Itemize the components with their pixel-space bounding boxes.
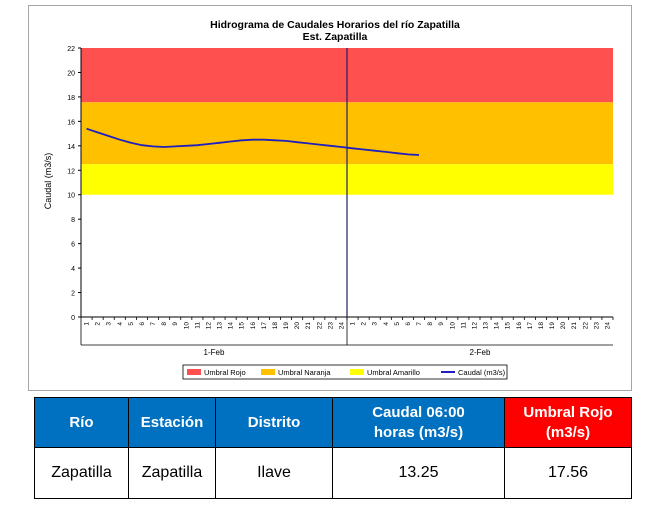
x-tick-label: 9 bbox=[172, 322, 179, 326]
y-tick-label: 14 bbox=[67, 144, 75, 151]
station-info-table: Río Estación Distrito Caudal 06:00 horas… bbox=[34, 397, 632, 499]
cell-umbral-rojo: 17.56 bbox=[504, 447, 632, 499]
x-tick-label: 19 bbox=[549, 322, 556, 330]
x-tick-label: 4 bbox=[117, 322, 124, 326]
x-tick-label: 2 bbox=[95, 322, 102, 326]
day-label: 1-Feb bbox=[204, 348, 225, 357]
y-tick-label: 8 bbox=[71, 217, 75, 224]
legend-label: Umbral Amarillo bbox=[367, 368, 420, 377]
x-tick-label: 17 bbox=[527, 322, 534, 330]
y-tick-label: 10 bbox=[67, 193, 75, 200]
x-tick-label: 8 bbox=[161, 322, 168, 326]
x-tick-label: 7 bbox=[150, 322, 157, 326]
x-tick-label: 11 bbox=[460, 322, 467, 329]
x-tick-label: 7 bbox=[416, 322, 423, 326]
x-tick-label: 18 bbox=[538, 322, 545, 330]
cell-estacion: Zapatilla bbox=[128, 447, 216, 499]
x-tick-label: 14 bbox=[228, 322, 235, 330]
x-tick-label: 22 bbox=[582, 322, 589, 330]
x-tick-label: 9 bbox=[438, 322, 445, 326]
x-tick-label: 5 bbox=[394, 322, 401, 326]
chart-subtitle: Est. Zapatilla bbox=[303, 31, 368, 43]
x-tick-label: 16 bbox=[516, 322, 523, 330]
cell-distrito: Ilave bbox=[215, 447, 333, 499]
x-tick-label: 18 bbox=[272, 322, 279, 330]
x-tick-label: 3 bbox=[106, 322, 113, 326]
header-umbral-rojo: Umbral Rojo (m3/s) bbox=[504, 397, 632, 448]
x-tick-label: 23 bbox=[327, 322, 334, 330]
x-tick-label: 6 bbox=[139, 322, 146, 326]
x-tick-label: 1 bbox=[350, 322, 357, 326]
cell-rio: Zapatilla bbox=[34, 447, 129, 499]
x-tick-label: 13 bbox=[483, 322, 490, 330]
y-tick-label: 12 bbox=[67, 168, 75, 175]
cell-caudal: 13.25 bbox=[332, 447, 505, 499]
x-tick-label: 10 bbox=[449, 322, 456, 330]
x-tick-label: 22 bbox=[316, 322, 323, 330]
legend-box bbox=[182, 364, 508, 380]
table-header-row: Río Estación Distrito Caudal 06:00 horas… bbox=[34, 397, 632, 448]
chart-canvas: Hidrograma de Caudales Horarios del río … bbox=[43, 19, 614, 380]
chart-title: Hidrograma de Caudales Horarios del río … bbox=[210, 19, 460, 31]
legend-swatch bbox=[261, 369, 275, 375]
x-tick-label: 11 bbox=[194, 322, 201, 329]
x-tick-label: 8 bbox=[427, 322, 434, 326]
x-tick-label: 15 bbox=[505, 322, 512, 330]
legend-swatch bbox=[350, 369, 364, 375]
y-tick-label: 18 bbox=[67, 95, 75, 102]
x-tick-label: 10 bbox=[183, 322, 190, 330]
x-tick-label: 12 bbox=[205, 322, 212, 330]
y-tick-label: 6 bbox=[71, 242, 75, 249]
legend-swatch bbox=[187, 369, 201, 375]
x-tick-label: 4 bbox=[383, 322, 390, 326]
y-tick-label: 2 bbox=[71, 291, 75, 298]
y-axis-label: Caudal (m3/s) bbox=[43, 153, 53, 210]
x-tick-label: 24 bbox=[604, 322, 611, 330]
hydrograph-chart: Hidrograma de Caudales Horarios del río … bbox=[28, 5, 632, 391]
x-tick-label: 20 bbox=[294, 322, 301, 330]
x-tick-label: 12 bbox=[471, 322, 478, 330]
x-tick-label: 21 bbox=[571, 322, 578, 330]
table-row: Zapatilla Zapatilla Ilave 13.25 17.56 bbox=[34, 447, 632, 499]
legend-label: Umbral Rojo bbox=[204, 368, 246, 377]
x-tick-label: 19 bbox=[283, 322, 290, 330]
x-tick-label: 24 bbox=[338, 322, 345, 330]
header-distrito: Distrito bbox=[215, 397, 333, 448]
series-line-caudal bbox=[86, 127, 420, 156]
x-tick-label: 17 bbox=[261, 322, 268, 330]
x-tick-label: 5 bbox=[128, 322, 135, 326]
x-tick-label: 15 bbox=[239, 322, 246, 330]
legend-label: Caudal (m3/s) bbox=[458, 368, 506, 377]
x-tick-label: 23 bbox=[593, 322, 600, 330]
x-tick-label: 2 bbox=[361, 322, 368, 326]
legend-label: Umbral Naranja bbox=[278, 368, 331, 377]
x-tick-label: 3 bbox=[372, 322, 379, 326]
header-rio: Río bbox=[34, 397, 129, 448]
y-tick-label: 0 bbox=[71, 315, 75, 322]
x-tick-label: 13 bbox=[217, 322, 224, 330]
y-tick-label: 4 bbox=[71, 266, 75, 273]
x-tick-label: 14 bbox=[494, 322, 501, 330]
x-tick-label: 20 bbox=[560, 322, 567, 330]
y-tick-label: 16 bbox=[67, 119, 75, 126]
header-caudal: Caudal 06:00 horas (m3/s) bbox=[332, 397, 505, 448]
y-tick-label: 20 bbox=[67, 70, 75, 77]
x-tick-label: 6 bbox=[405, 322, 412, 326]
x-tick-label: 21 bbox=[305, 322, 312, 330]
header-estacion: Estación bbox=[128, 397, 216, 448]
x-tick-label: 16 bbox=[250, 322, 257, 330]
day-label: 2-Feb bbox=[470, 348, 491, 357]
y-tick-label: 22 bbox=[67, 46, 75, 53]
x-tick-label: 1 bbox=[84, 322, 91, 326]
